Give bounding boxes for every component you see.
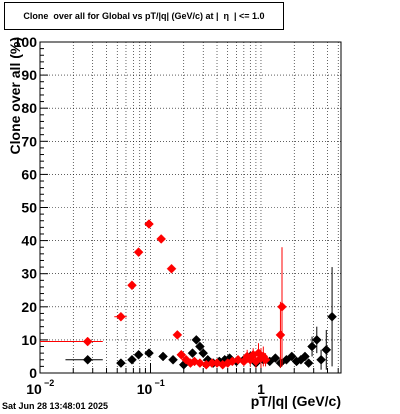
data-point-red <box>82 336 93 347</box>
data-point-black <box>158 351 168 362</box>
data-point-red <box>133 247 144 258</box>
y-axis-label: Clone over all (%) <box>7 37 23 154</box>
x-tick-label: 1 <box>257 381 265 397</box>
data-point-black <box>82 354 93 365</box>
y-tick-label: 90 <box>21 67 37 83</box>
data-point-black <box>191 335 202 345</box>
data-point-red <box>176 349 187 360</box>
y-tick-label: 0 <box>29 365 37 381</box>
data-point-black <box>286 351 297 362</box>
y-tick-label: 70 <box>21 133 37 149</box>
data-point-black <box>168 354 178 365</box>
x-tick-label: 10 <box>137 381 153 397</box>
data-point-black <box>307 341 317 352</box>
data-point-red <box>166 263 177 274</box>
y-tick-label: 100 <box>14 34 38 50</box>
data-point-red <box>116 311 126 322</box>
y-tick-label: 30 <box>21 266 37 282</box>
data-point-black <box>116 358 126 368</box>
data-point-red <box>275 330 286 340</box>
data-point-red <box>127 280 137 291</box>
data-point-black <box>127 354 137 365</box>
data-point-black <box>133 349 144 360</box>
data-point-black <box>316 354 326 365</box>
data-point-red <box>144 219 154 229</box>
y-tick-label: 20 <box>21 299 37 315</box>
data-point-black <box>195 341 205 352</box>
data-point-black <box>303 358 314 368</box>
data-point-black <box>144 348 154 358</box>
x-tick-exponent: −1 <box>154 378 164 388</box>
data-point-black <box>198 348 209 358</box>
data-point-black <box>321 344 332 355</box>
data-point-red <box>172 330 183 340</box>
timestamp-footer: Sat Jun 28 13:48:01 2025 <box>2 401 109 411</box>
y-tick-label: 10 <box>21 332 37 348</box>
y-tick-label: 80 <box>21 100 37 116</box>
x-tick-label: 10 <box>26 381 42 397</box>
y-tick-label: 50 <box>21 200 37 216</box>
y-tick-label: 40 <box>21 233 37 249</box>
data-point-red <box>260 354 271 365</box>
data-point-black <box>270 353 281 363</box>
data-point-black <box>327 311 337 322</box>
data-point-black <box>311 335 322 345</box>
y-tick-label: 60 <box>21 166 37 182</box>
x-axis-label: pT/|q| (GeV/c) <box>251 393 341 409</box>
data-point-red <box>277 301 287 312</box>
data-point-red <box>156 234 167 244</box>
data-point-black <box>300 351 310 362</box>
chart-title: Clone over all for Global vs pT/|q| (GeV… <box>4 2 284 30</box>
data-point-black <box>187 348 198 358</box>
x-tick-exponent: −2 <box>44 378 54 388</box>
